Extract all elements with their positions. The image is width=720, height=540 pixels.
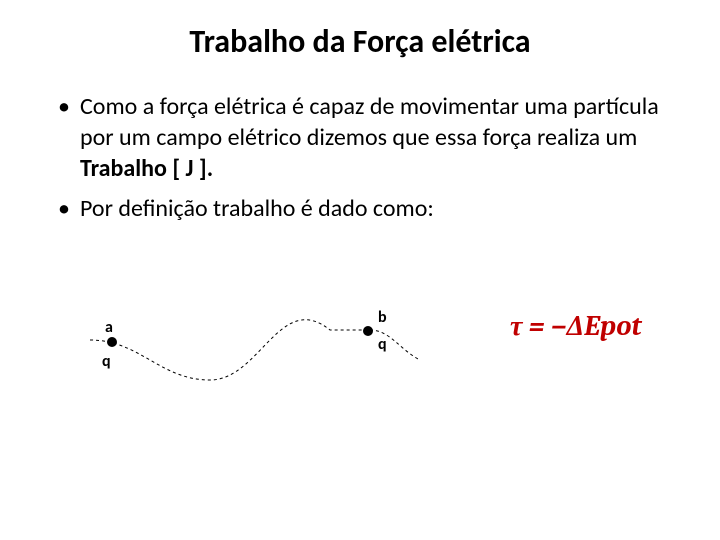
label-a-bottom: q xyxy=(102,352,111,371)
point-b-dot xyxy=(363,326,373,336)
bullet-item-2: Por definição trabalho é dado como: xyxy=(80,193,670,224)
bullet-item-1: Como a força elétrica é capaz de movimen… xyxy=(80,91,670,185)
point-a-dot xyxy=(107,337,117,347)
trajectory-curve-1 xyxy=(90,320,370,380)
diagram-area: a q b q τ = −ΔEpot xyxy=(60,280,680,440)
slide-container: Trabalho da Força elétrica Como a força … xyxy=(0,0,720,540)
label-b-bottom: q xyxy=(378,335,387,354)
formula-work: τ = −ΔEpot xyxy=(510,310,642,343)
label-a-top: a xyxy=(105,318,113,337)
bullet-1-bold: Trabalho [ J ]. xyxy=(80,154,213,183)
bullet-1-pre: Como a força elétrica é capaz de movimen… xyxy=(80,92,659,152)
label-b-top: b xyxy=(378,308,387,327)
slide-title: Trabalho da Força elétrica xyxy=(50,22,670,61)
path-diagram xyxy=(60,280,460,420)
bullet-2-pre: Por definição trabalho é dado como: xyxy=(80,194,434,223)
bullet-list: Como a força elétrica é capaz de movimen… xyxy=(50,91,670,224)
